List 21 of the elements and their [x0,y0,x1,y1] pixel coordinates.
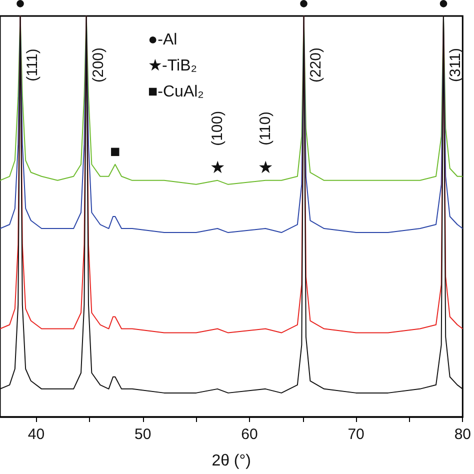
annotation: (100) [208,110,226,146]
x-axis-title: 2θ (°) [212,452,251,470]
annotation: ★-TiB₂ [148,58,197,74]
x-tick-label: 80 [454,426,471,443]
x-tick-label: 50 [134,426,152,443]
annotation: (110) [256,111,274,146]
annotation: (311) [446,48,464,82]
annotation: ★ [210,158,225,177]
x-tick-label: 70 [348,426,364,443]
annotation: (200) [90,47,107,83]
annotation: ● [298,0,309,12]
annotation: ■-CuAl₂ [148,84,204,100]
annotation: ● [15,0,26,12]
annotation: (220) [307,47,324,83]
annotation: ★ [258,158,273,177]
annotation: (111) [24,48,41,82]
annotation: ●-Al [148,32,178,48]
x-tick-label: 40 [28,426,45,443]
annotation: ■ [110,142,120,161]
x-tick-label: 60 [241,426,258,443]
annotation: ● [438,0,449,12]
